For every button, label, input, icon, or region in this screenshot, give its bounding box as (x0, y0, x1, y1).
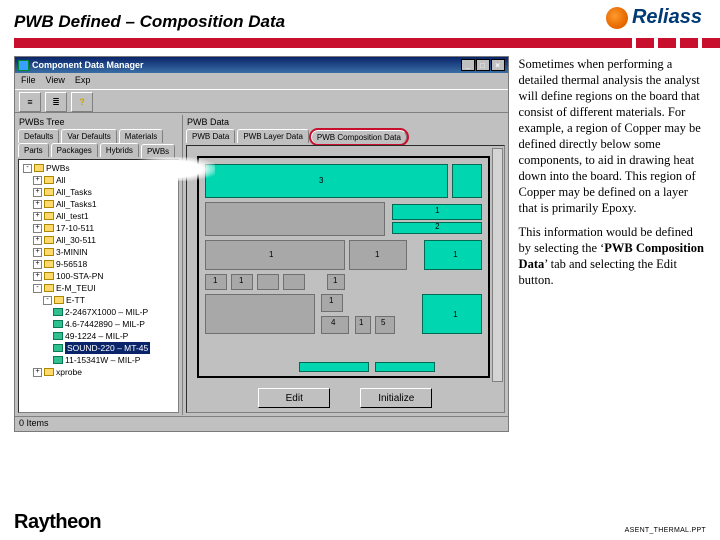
window-title: Component Data Manager (32, 60, 144, 70)
tab-packages[interactable]: Packages (51, 143, 98, 157)
swirl-icon (606, 7, 628, 29)
left-pane: PWBs Tree Defaults Var Defaults Material… (15, 115, 183, 415)
statusbar: 0 Items (15, 416, 508, 431)
minimize-button[interactable]: _ (461, 59, 475, 71)
slide-title: PWB Defined – Composition Data (14, 12, 706, 32)
close-button[interactable]: × (491, 59, 505, 71)
paragraph-1: Sometimes when performing a detailed the… (519, 56, 706, 216)
titlebar: Component Data Manager _ □ × (15, 57, 508, 73)
logo-raytheon: Raytheon (14, 511, 101, 534)
tab-defaults[interactable]: Defaults (18, 129, 59, 143)
tab-materials[interactable]: Materials (119, 129, 163, 143)
left-pane-title: PWBs Tree (15, 115, 182, 129)
tab-hybrids[interactable]: Hybrids (100, 143, 139, 157)
toolbar-icon-2[interactable]: ≣ (45, 92, 67, 112)
tab-pwb-data[interactable]: PWB Data (186, 129, 235, 143)
board-outline: 3 1 2 1 1 1 (197, 156, 490, 378)
tab-parts[interactable]: Parts (18, 143, 49, 157)
explanatory-text: Sometimes when performing a detailed the… (519, 56, 706, 432)
toolbar: ≡ ≣ ? (15, 89, 508, 113)
menu-exp[interactable]: Exp (75, 75, 91, 87)
tree-view[interactable]: -PWBs +All +All_Tasks +All_Tasks1 +All_t… (18, 159, 179, 413)
menu-view[interactable]: View (46, 75, 65, 87)
initialize-button[interactable]: Initialize (360, 388, 432, 408)
maximize-button[interactable]: □ (476, 59, 490, 71)
app-icon (18, 60, 29, 71)
status-text: 0 Items (19, 418, 49, 428)
paragraph-2: This information would be defined by sel… (519, 224, 706, 288)
menubar: File View Exp (15, 73, 508, 89)
tab-var-defaults[interactable]: Var Defaults (61, 129, 116, 143)
footer-filename: ASENT_THERMAL.PPT (625, 527, 706, 534)
help-icon[interactable]: ? (71, 92, 93, 112)
logo-reliass: Reliass (606, 6, 702, 29)
menu-file[interactable]: File (21, 75, 36, 87)
tab-pwbs[interactable]: PWBs (141, 144, 175, 158)
toolbar-icon-1[interactable]: ≡ (19, 92, 41, 112)
right-pane: PWB Data PWB Data PWB Layer Data PWB Com… (183, 115, 508, 415)
tab-pwb-layer-data[interactable]: PWB Layer Data (237, 129, 309, 143)
logo-text: Reliass (632, 6, 702, 29)
edit-button[interactable]: Edit (258, 388, 330, 408)
divider-bar (0, 38, 720, 48)
board-canvas[interactable]: 3 1 2 1 1 1 (186, 145, 505, 413)
right-pane-title: PWB Data (183, 115, 508, 129)
app-window: Component Data Manager _ □ × File View E… (14, 56, 509, 432)
scrollbar[interactable] (492, 148, 503, 382)
tab-pwb-composition-data[interactable]: PWB Composition Data (311, 130, 407, 144)
